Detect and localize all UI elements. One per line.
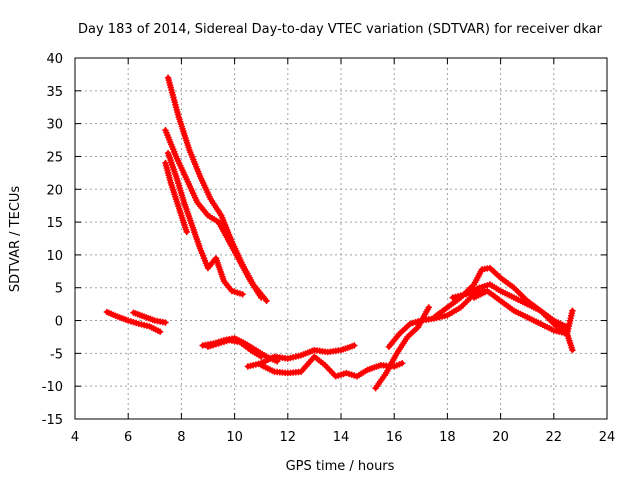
- x-tick-label: 6: [124, 430, 132, 445]
- data-point: [162, 319, 169, 326]
- data-point: [258, 294, 265, 301]
- series-arc-steep-low: [164, 149, 246, 298]
- data-point: [183, 228, 190, 236]
- data-point: [263, 297, 270, 305]
- x-tick-label: 10: [226, 430, 243, 445]
- y-tick-label: 5: [55, 282, 63, 297]
- x-axis-label: GPS time / hours: [286, 459, 395, 474]
- data-point: [569, 346, 576, 354]
- series-arc-steep-short: [162, 159, 190, 236]
- x-tick-label: 8: [177, 430, 185, 445]
- y-axis-label: SDTVAR / TECUs: [8, 186, 23, 293]
- data-point: [398, 360, 406, 367]
- plot-frame: [74, 57, 608, 420]
- x-tick-label: 20: [492, 430, 509, 445]
- y-tick-label: 30: [46, 118, 63, 133]
- chart-title: Day 183 of 2014, Sidereal Day-to-day VTE…: [78, 22, 603, 37]
- data-point: [351, 342, 358, 349]
- series-arc-early-a: [103, 308, 164, 335]
- grid-layer: [75, 58, 607, 419]
- x-tick-label: 24: [599, 430, 616, 445]
- data-point: [156, 328, 164, 335]
- series-arc-midday-b: [204, 337, 265, 360]
- y-tick-label: 35: [46, 85, 63, 100]
- series-arc-evening-b: [449, 281, 576, 354]
- y-tick-label: 10: [46, 249, 63, 264]
- series-arc-midday-c: [244, 342, 358, 370]
- series-arc-evening-c: [470, 287, 576, 337]
- y-tick-label: -5: [50, 347, 63, 362]
- data-point: [258, 353, 265, 360]
- y-tick-label: 20: [46, 183, 63, 198]
- series-arc-steep-mid: [162, 127, 265, 301]
- x-tick-label: 16: [386, 430, 403, 445]
- data-point: [425, 304, 432, 311]
- y-tick-label: 25: [46, 150, 63, 165]
- series-arc-early-b: [130, 309, 169, 326]
- x-tick-label: 12: [280, 430, 297, 445]
- data-point: [569, 307, 576, 314]
- x-tick-label: 14: [333, 430, 350, 445]
- data-layer: [103, 74, 576, 392]
- data-point: [239, 291, 246, 298]
- y-tick-label: 0: [55, 315, 63, 330]
- x-tick-label: 22: [546, 430, 563, 445]
- series-arc-midday-d: [258, 353, 406, 380]
- y-tick-label: -15: [42, 413, 63, 428]
- y-tick-label: -10: [42, 380, 63, 395]
- x-tick-label: 18: [439, 430, 456, 445]
- x-tick-label: 4: [71, 430, 79, 445]
- series-trace: [165, 150, 245, 297]
- y-tick-label: 40: [46, 52, 63, 67]
- y-tick-label: 15: [46, 216, 63, 231]
